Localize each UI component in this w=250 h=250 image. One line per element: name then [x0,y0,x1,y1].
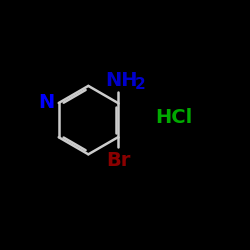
Text: 2: 2 [135,78,146,92]
Text: Br: Br [106,151,130,170]
Text: NH: NH [106,70,138,90]
Text: N: N [38,94,54,112]
Text: HCl: HCl [155,108,192,127]
